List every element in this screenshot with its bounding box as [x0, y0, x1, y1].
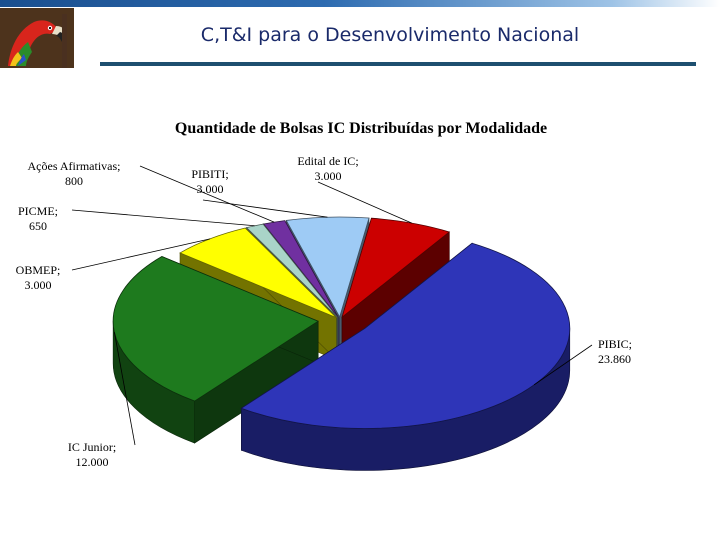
data-label-acoes-afirmativas: Ações Afirmativas; 800	[28, 159, 121, 188]
pie-slice-top-pibiti	[285, 216, 370, 319]
chart-title: Quantidade de Bolsas IC Distribuídas por…	[175, 120, 547, 137]
data-label-pibiti: PIBITI; 3.000	[191, 167, 228, 196]
header-top-bar	[0, 0, 720, 7]
header-rule	[100, 62, 696, 66]
data-label-pibic: PIBIC; 23.860	[598, 337, 632, 366]
pie-slice-top-obmep	[179, 227, 337, 319]
data-label-obmep: OBMEP; 3.000	[16, 263, 61, 292]
leader-line-ic-junior	[113, 332, 136, 446]
pie-slice-ic-junior	[112, 256, 319, 444]
pie-slice-top-acoes-afirmativas	[262, 220, 339, 318]
data-label-picme: PICME; 650	[18, 204, 58, 233]
data-label-edital-de-ic: Edital de IC; 3.000	[297, 154, 358, 183]
leader-line-edital-de-ic	[317, 181, 412, 224]
data-label-ic-junior: IC Junior; 12.000	[68, 440, 116, 469]
leader-line-pibic	[533, 344, 593, 386]
leader-line-acoes-afirmativas	[139, 165, 275, 223]
leader-line-picme	[71, 209, 255, 227]
pie-slice-top-picme	[245, 223, 338, 318]
header-title: C,T&I para o Desenvolvimento Nacional	[200, 24, 580, 46]
leader-line-pibiti	[202, 199, 328, 218]
leader-line-obmep	[71, 238, 211, 271]
pie-slice-pibic	[240, 242, 571, 471]
logo-macaw-icon	[0, 8, 74, 68]
